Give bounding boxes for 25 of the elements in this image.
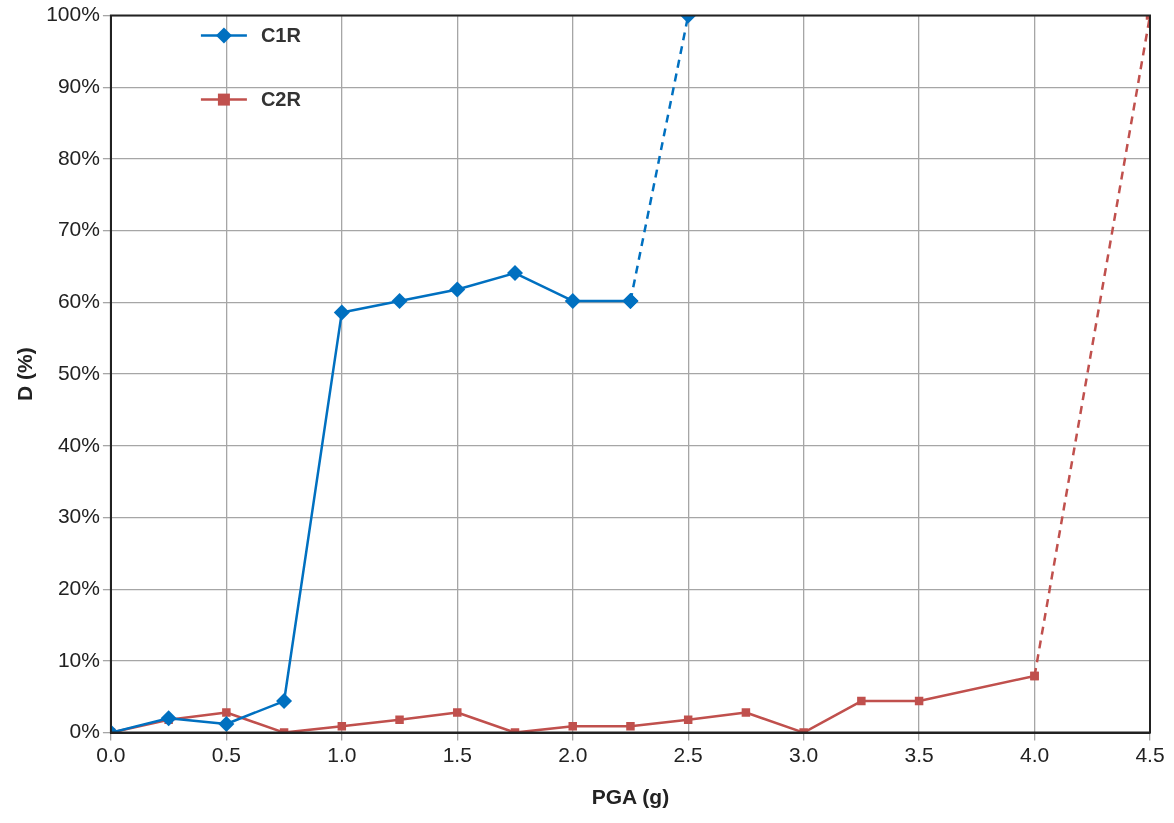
x-tick-label: 3.0 bbox=[789, 743, 819, 766]
x-tick-label: 1.0 bbox=[327, 743, 357, 766]
x-tick-label: 4.5 bbox=[1135, 743, 1165, 766]
x-tick-label: 2.5 bbox=[673, 743, 703, 766]
x-tick-label: 3.5 bbox=[904, 743, 934, 766]
x-tick-label: 1.5 bbox=[442, 743, 472, 766]
y-tick-label: 50% bbox=[57, 360, 100, 384]
y-tick-label: 90% bbox=[57, 74, 100, 98]
legend-label: C1R bbox=[260, 24, 302, 47]
x-tick-label: 0.5 bbox=[211, 743, 241, 766]
y-tick-label: 60% bbox=[57, 289, 100, 313]
y-tick-label: 40% bbox=[57, 432, 100, 456]
x-axis-title: PGA (g) bbox=[591, 785, 670, 809]
legend-label: C2R bbox=[260, 88, 302, 111]
x-tick-label: 2.0 bbox=[558, 743, 588, 766]
y-tick-label: 0% bbox=[69, 719, 100, 743]
y-tick-label: 10% bbox=[57, 647, 100, 671]
y-tick-label: 20% bbox=[57, 576, 100, 599]
y-tick-label: 70% bbox=[57, 217, 100, 241]
y-axis-title: D (%) bbox=[13, 347, 37, 401]
y-tick-label: 80% bbox=[57, 145, 100, 169]
y-tick-label: 100% bbox=[46, 2, 100, 26]
x-tick-label: 0.0 bbox=[96, 743, 126, 766]
x-tick-label: 4.0 bbox=[1019, 743, 1050, 766]
y-tick-label: 30% bbox=[57, 504, 100, 528]
